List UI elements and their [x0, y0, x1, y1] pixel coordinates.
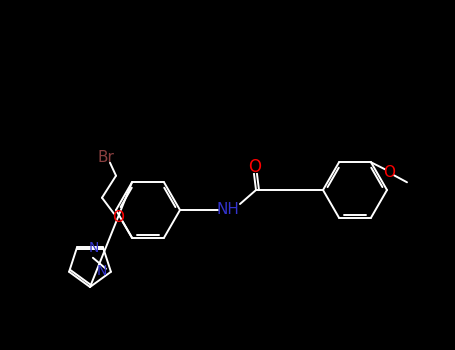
Text: Br: Br [97, 150, 115, 165]
Text: N: N [96, 264, 107, 278]
Text: O: O [248, 158, 262, 176]
Text: NH: NH [217, 203, 239, 217]
Text: O: O [383, 165, 395, 180]
Text: O: O [112, 210, 124, 225]
Text: N: N [89, 241, 99, 255]
